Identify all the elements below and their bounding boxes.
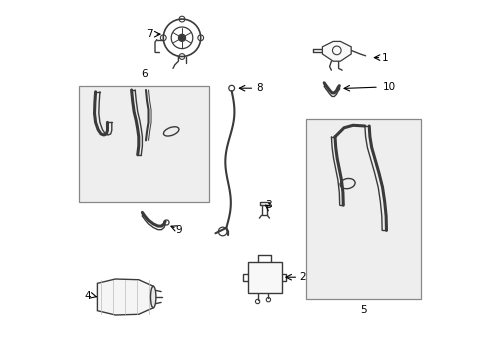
Text: 5: 5 xyxy=(361,305,367,315)
Bar xyxy=(79,86,209,202)
Polygon shape xyxy=(98,279,153,315)
Text: 10: 10 xyxy=(382,82,395,92)
Polygon shape xyxy=(322,41,351,61)
Text: 6: 6 xyxy=(141,69,147,79)
Text: 1: 1 xyxy=(382,53,389,63)
Text: 4: 4 xyxy=(84,291,91,301)
Text: 7: 7 xyxy=(147,29,153,39)
Circle shape xyxy=(178,34,186,41)
Text: 8: 8 xyxy=(256,83,263,93)
Bar xyxy=(248,262,282,292)
Text: 2: 2 xyxy=(299,272,306,282)
Text: 3: 3 xyxy=(265,200,272,210)
Bar xyxy=(306,119,421,299)
Text: 9: 9 xyxy=(175,225,182,235)
Ellipse shape xyxy=(150,286,156,308)
